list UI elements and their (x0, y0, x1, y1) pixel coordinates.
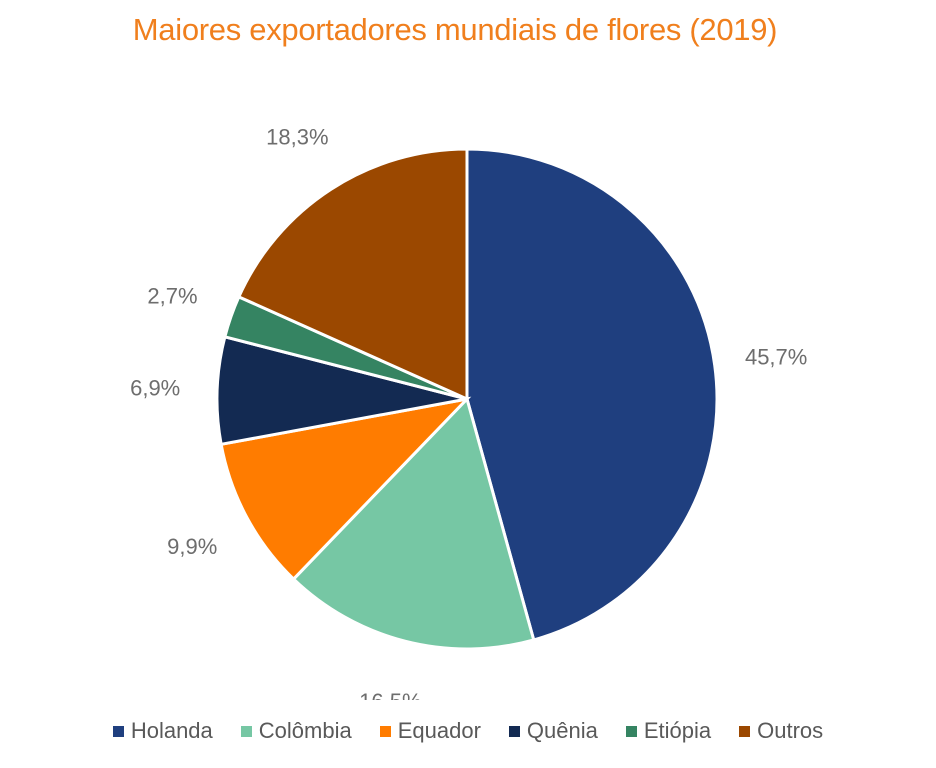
data-label-equador: 9,9% (167, 534, 217, 559)
pie-slice-quenia (215, 335, 468, 447)
legend-label: Etiópia (643, 718, 712, 743)
legend-swatch (508, 725, 520, 737)
legend-swatch (379, 725, 391, 737)
pie-slice-outros (236, 147, 469, 402)
pie-data-labels: 45,7% 16,5% 9,9% 6,9% 2,7% 18,3% (130, 125, 807, 700)
data-label-quenia: 6,9% (130, 376, 180, 401)
legend-label: Equador (397, 718, 481, 743)
legend-swatch (625, 725, 637, 737)
data-label-etiopia: 2,7% (147, 284, 197, 309)
chart-title: Maiores exportadores mundiais de flores … (132, 12, 778, 47)
legend-label: Colômbia (258, 718, 352, 743)
pie-chart: 45,7% 16,5% 9,9% 6,9% 2,7% 18,3% (130, 125, 807, 700)
legend-label: Outros (757, 718, 824, 743)
legend-item-holanda: Holanda (112, 718, 213, 744)
legend-item-etiopia: Etiópia (625, 718, 712, 744)
legend-item-colombia: Colômbia (240, 718, 352, 744)
legend-swatch (240, 725, 252, 737)
legend: Holanda Colômbia Equador Quênia Etiópia Outro… (0, 718, 936, 744)
pie-slice-colombia (291, 396, 536, 651)
pie-slice-equador (219, 396, 472, 582)
legend-item-equador: Equador (379, 718, 481, 744)
legend-label: Quênia (526, 718, 598, 743)
pie-slice-holanda (465, 147, 719, 642)
legend-item-outros: Outros (739, 718, 823, 744)
data-label-colombia: 16,5% (359, 689, 421, 700)
legend-swatch (739, 725, 751, 737)
data-label-holanda: 45,7% (745, 344, 807, 369)
legend-swatch (112, 725, 124, 737)
legend-item-quenia: Quênia (508, 718, 598, 744)
legend-label: Holanda (130, 718, 213, 743)
data-label-outros: 18,3% (266, 125, 328, 150)
pie-slices (215, 147, 719, 651)
